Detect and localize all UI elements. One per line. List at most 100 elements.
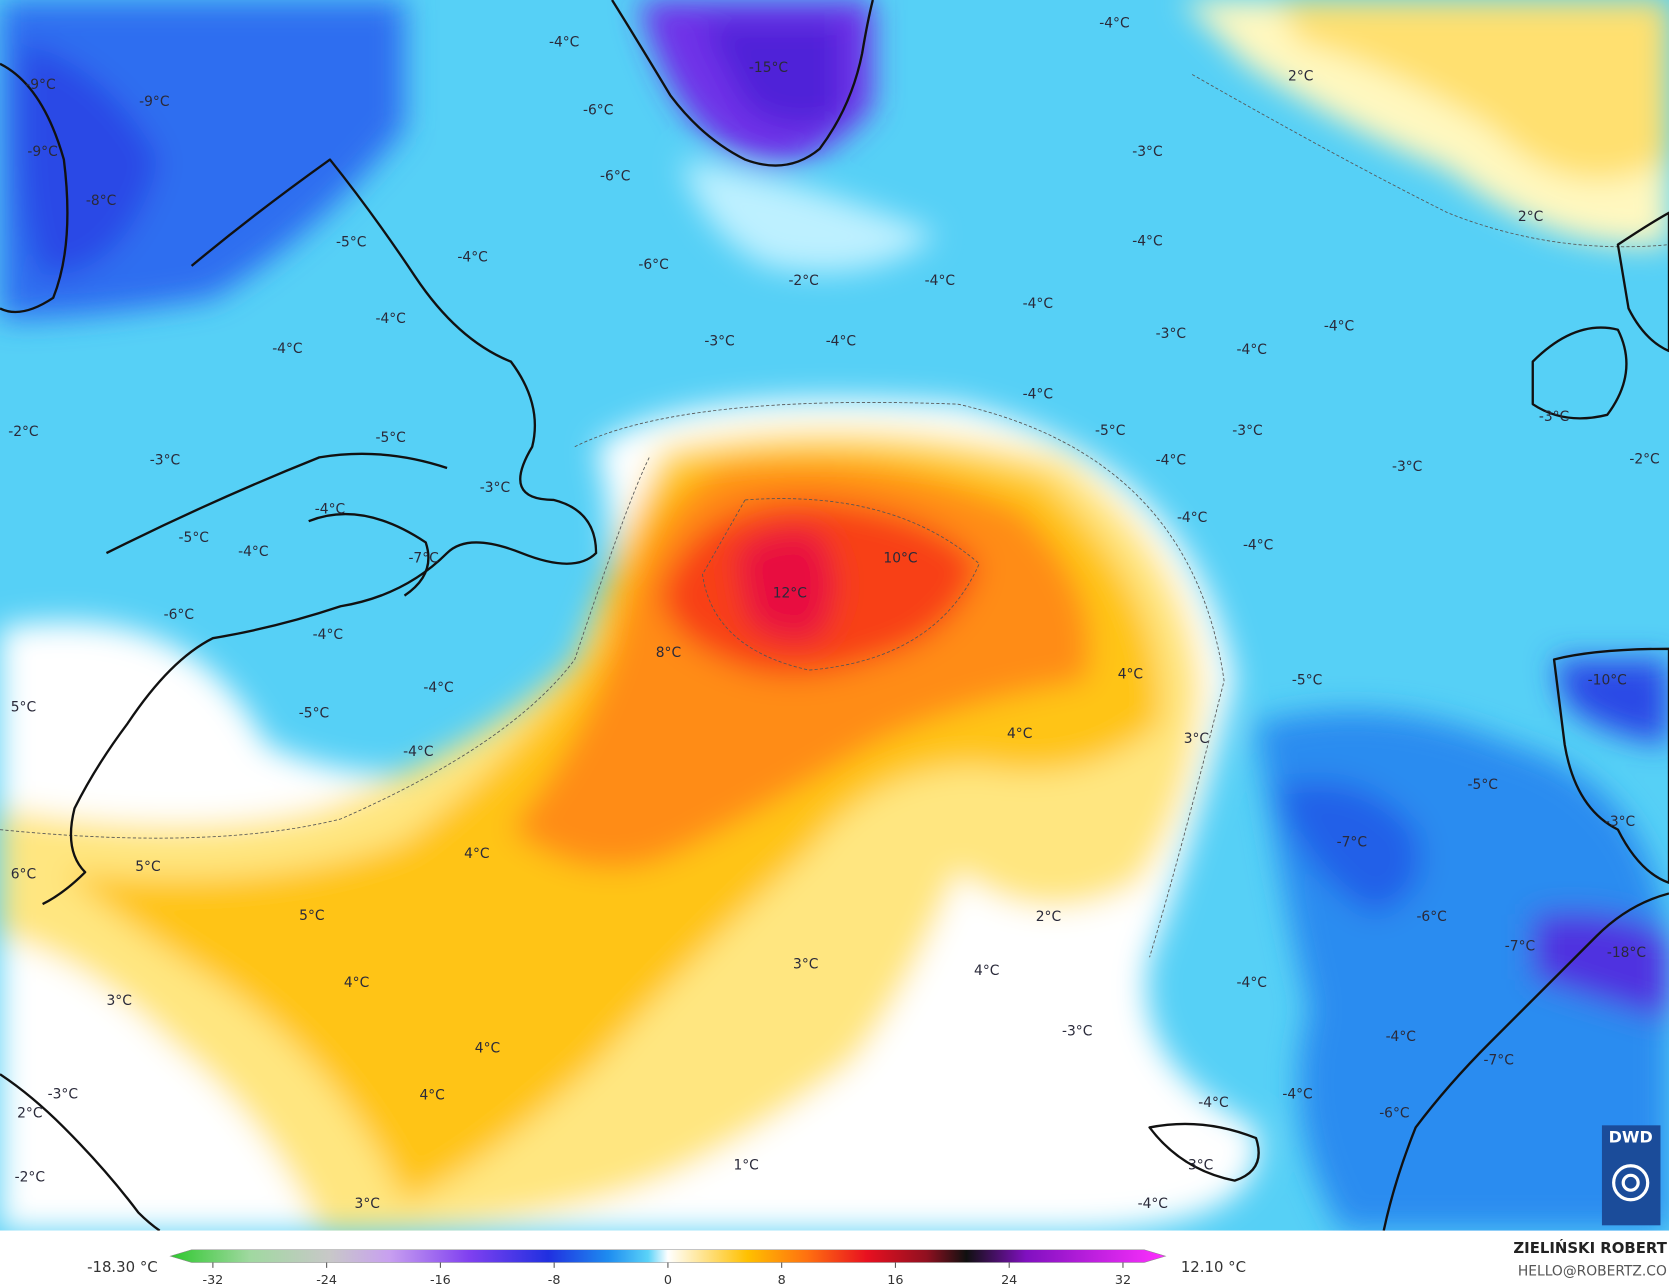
temp-label: 4°C bbox=[419, 1088, 444, 1104]
temp-label: 3°C bbox=[1188, 1158, 1213, 1174]
temp-label: -4°C bbox=[272, 341, 302, 357]
temperature-labels: -4°C -15°C -4°C 2°C -9°C -9°C -6°C -3°C -9°C -8°C… bbox=[8, 15, 1659, 1212]
temp-label: -4°C bbox=[826, 333, 856, 349]
temp-label: -6°C bbox=[583, 103, 613, 119]
temp-label: -2°C bbox=[15, 1169, 45, 1185]
temp-label: -4°C bbox=[1138, 1196, 1168, 1212]
temp-label: -7°C bbox=[408, 550, 438, 566]
temp-label: -5°C bbox=[1292, 673, 1322, 689]
temp-label: -3°C bbox=[48, 1086, 78, 1102]
tick-label: -32 bbox=[202, 1273, 223, 1287]
tick-label: 8 bbox=[778, 1273, 786, 1287]
temp-label: -2°C bbox=[8, 424, 38, 440]
temp-label: -4°C bbox=[315, 501, 345, 517]
temp-label: -4°C bbox=[1282, 1086, 1312, 1102]
temp-label: -4°C bbox=[1243, 538, 1273, 554]
temp-label: -4°C bbox=[238, 544, 268, 560]
temp-label: -4°C bbox=[1023, 296, 1053, 312]
temp-label: -4°C bbox=[1156, 453, 1186, 469]
temp-label: -3°C bbox=[1232, 423, 1262, 439]
temp-label: -6°C bbox=[164, 607, 194, 623]
temp-label: -15°C bbox=[749, 60, 788, 76]
temp-label: -5°C bbox=[179, 530, 209, 546]
colorbar-min: -18.30 °C bbox=[87, 1258, 158, 1276]
temp-label: -3°C bbox=[1132, 144, 1162, 160]
temp-label: -9°C bbox=[27, 144, 57, 160]
temp-label: -5°C bbox=[1095, 423, 1125, 439]
temp-label: -2°C bbox=[1629, 451, 1659, 467]
temp-label: 3°C bbox=[355, 1196, 380, 1212]
tick-label: 32 bbox=[1115, 1273, 1131, 1287]
logo-icon bbox=[1612, 1164, 1650, 1202]
temp-label: 12°C bbox=[773, 586, 807, 602]
temp-label: 6°C bbox=[11, 866, 36, 882]
temp-label: -7°C bbox=[1484, 1052, 1514, 1068]
temp-label: -5°C bbox=[299, 706, 329, 722]
temp-label: -4°C bbox=[403, 744, 433, 760]
temp-label: -9°C bbox=[25, 77, 55, 93]
temp-label: 2°C bbox=[1036, 909, 1061, 925]
temp-label: -6°C bbox=[600, 169, 630, 185]
temp-label: -3°C bbox=[150, 453, 180, 469]
temp-label: 3°C bbox=[107, 993, 132, 1009]
temp-label: -4°C bbox=[375, 311, 405, 327]
tick-label: 16 bbox=[887, 1273, 903, 1287]
field bbox=[0, 0, 1669, 1231]
temp-label: 2°C bbox=[1288, 69, 1313, 85]
logo-icon bbox=[1621, 1173, 1640, 1192]
temp-label: -4°C bbox=[1023, 387, 1053, 403]
temp-label: -4°C bbox=[925, 273, 955, 289]
temp-label: -3°C bbox=[1156, 326, 1186, 342]
tick-label: 0 bbox=[664, 1273, 672, 1287]
tick-label: 24 bbox=[1001, 1273, 1017, 1287]
temp-label: -4°C bbox=[1386, 1029, 1416, 1045]
temp-label: -2°C bbox=[788, 273, 818, 289]
temp-label: -5°C bbox=[1468, 777, 1498, 793]
temp-label: 4°C bbox=[475, 1041, 500, 1057]
temp-label: 1°C bbox=[733, 1158, 758, 1174]
temp-label: -4°C bbox=[1177, 510, 1207, 526]
temp-label: 5°C bbox=[135, 859, 160, 875]
temp-label: -5°C bbox=[375, 430, 405, 446]
temp-label: 8°C bbox=[656, 645, 681, 661]
tick-label: -8 bbox=[548, 1273, 561, 1287]
temp-label: 4°C bbox=[1118, 666, 1143, 682]
temp-label: -5°C bbox=[336, 235, 366, 251]
temp-label: -3°C bbox=[1392, 459, 1422, 475]
temp-label: -4°C bbox=[457, 249, 487, 265]
tick-label: -24 bbox=[316, 1273, 337, 1287]
colorbar-max: 12.10 °C bbox=[1181, 1258, 1246, 1276]
temp-label: 3°C bbox=[793, 957, 818, 973]
temp-label: -3°C bbox=[1539, 409, 1569, 425]
temp-label: 5°C bbox=[299, 908, 324, 924]
temp-label: 4°C bbox=[464, 846, 489, 862]
temp-label: 3°C bbox=[1184, 731, 1209, 747]
temp-label: -6°C bbox=[1416, 909, 1446, 925]
colorbar: -18.30 °C 12.10 °C -32 -24 -16 -8 0 8 16 24 32 bbox=[87, 1249, 1246, 1287]
temp-label: -4°C bbox=[1237, 975, 1267, 991]
temp-label: -4°C bbox=[313, 627, 343, 643]
temp-label: -3°C bbox=[704, 333, 734, 349]
temp-label: -8°C bbox=[86, 193, 116, 209]
coastlines bbox=[0, 0, 1669, 1232]
temp-label: -7°C bbox=[1505, 939, 1535, 955]
temp-label: -6°C bbox=[1379, 1106, 1409, 1122]
tick-label: -16 bbox=[430, 1273, 451, 1287]
temp-label: -4°C bbox=[1099, 15, 1129, 31]
temp-label: -18°C bbox=[1607, 945, 1646, 961]
colorbar-scale bbox=[169, 1249, 1167, 1263]
temp-label: -3°C bbox=[1062, 1024, 1092, 1040]
temp-label: 5°C bbox=[11, 699, 36, 715]
logo-text: DWD bbox=[1609, 1128, 1653, 1147]
temp-label: 4°C bbox=[344, 975, 369, 991]
temp-label: 4°C bbox=[1007, 726, 1032, 742]
temp-label: -3°C bbox=[480, 480, 510, 496]
temp-label: -10°C bbox=[1588, 673, 1627, 689]
temp-label: -6°C bbox=[638, 257, 668, 273]
contact: HELLO@ROBERTZ.CO bbox=[1518, 1263, 1667, 1279]
temp-label: 2°C bbox=[1518, 209, 1543, 225]
temp-label: -4°C bbox=[423, 680, 453, 696]
temp-label: 2°C bbox=[17, 1106, 42, 1122]
